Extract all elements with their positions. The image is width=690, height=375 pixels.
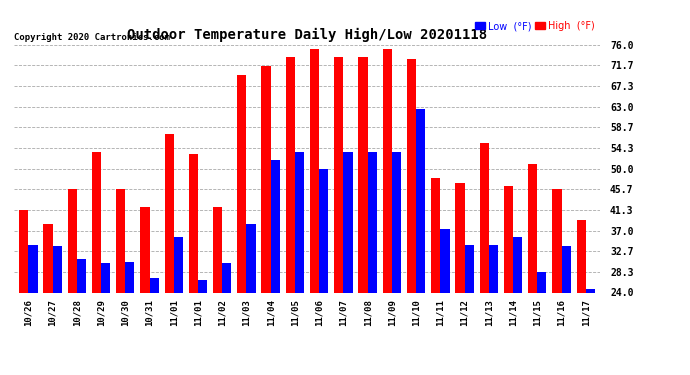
Bar (286, 57, 295, 292)
Bar (140, 207, 150, 292)
Bar (392, 152, 401, 292)
Bar (237, 75, 246, 292)
Bar (416, 109, 425, 292)
Bar (538, 272, 546, 292)
Bar (150, 278, 159, 292)
Bar (310, 49, 319, 292)
Text: Copyright 2020 Cartronics.com: Copyright 2020 Cartronics.com (14, 33, 170, 42)
Bar (344, 152, 353, 292)
Bar (28, 245, 37, 292)
Legend: Low  (°F), High  (°F): Low (°F), High (°F) (474, 20, 595, 32)
Bar (431, 178, 440, 292)
Bar (52, 246, 62, 292)
Bar (213, 207, 222, 292)
Bar (480, 143, 489, 292)
Title: Outdoor Temperature Daily High/Low 20201118: Outdoor Temperature Daily High/Low 20201… (127, 28, 487, 42)
Bar (189, 154, 198, 292)
Bar (198, 280, 207, 292)
Bar (68, 189, 77, 292)
Bar (334, 57, 344, 292)
Bar (552, 189, 562, 292)
Bar (562, 246, 571, 292)
Bar (368, 152, 377, 292)
Bar (383, 49, 392, 292)
Bar (92, 152, 101, 292)
Bar (295, 152, 304, 292)
Bar (174, 237, 183, 292)
Bar (489, 245, 498, 292)
Bar (222, 263, 231, 292)
Bar (586, 289, 595, 292)
Bar (464, 245, 474, 292)
Bar (77, 259, 86, 292)
Bar (262, 66, 270, 292)
Bar (116, 189, 126, 292)
Bar (126, 262, 135, 292)
Bar (270, 160, 280, 292)
Bar (504, 186, 513, 292)
Bar (407, 59, 416, 292)
Bar (101, 263, 110, 292)
Bar (358, 57, 368, 292)
Bar (440, 229, 450, 292)
Bar (577, 220, 586, 292)
Bar (43, 224, 52, 292)
Bar (513, 237, 522, 292)
Bar (164, 135, 174, 292)
Bar (319, 169, 328, 292)
Bar (528, 165, 538, 292)
Bar (455, 183, 464, 292)
Bar (19, 210, 28, 292)
Bar (246, 224, 256, 292)
